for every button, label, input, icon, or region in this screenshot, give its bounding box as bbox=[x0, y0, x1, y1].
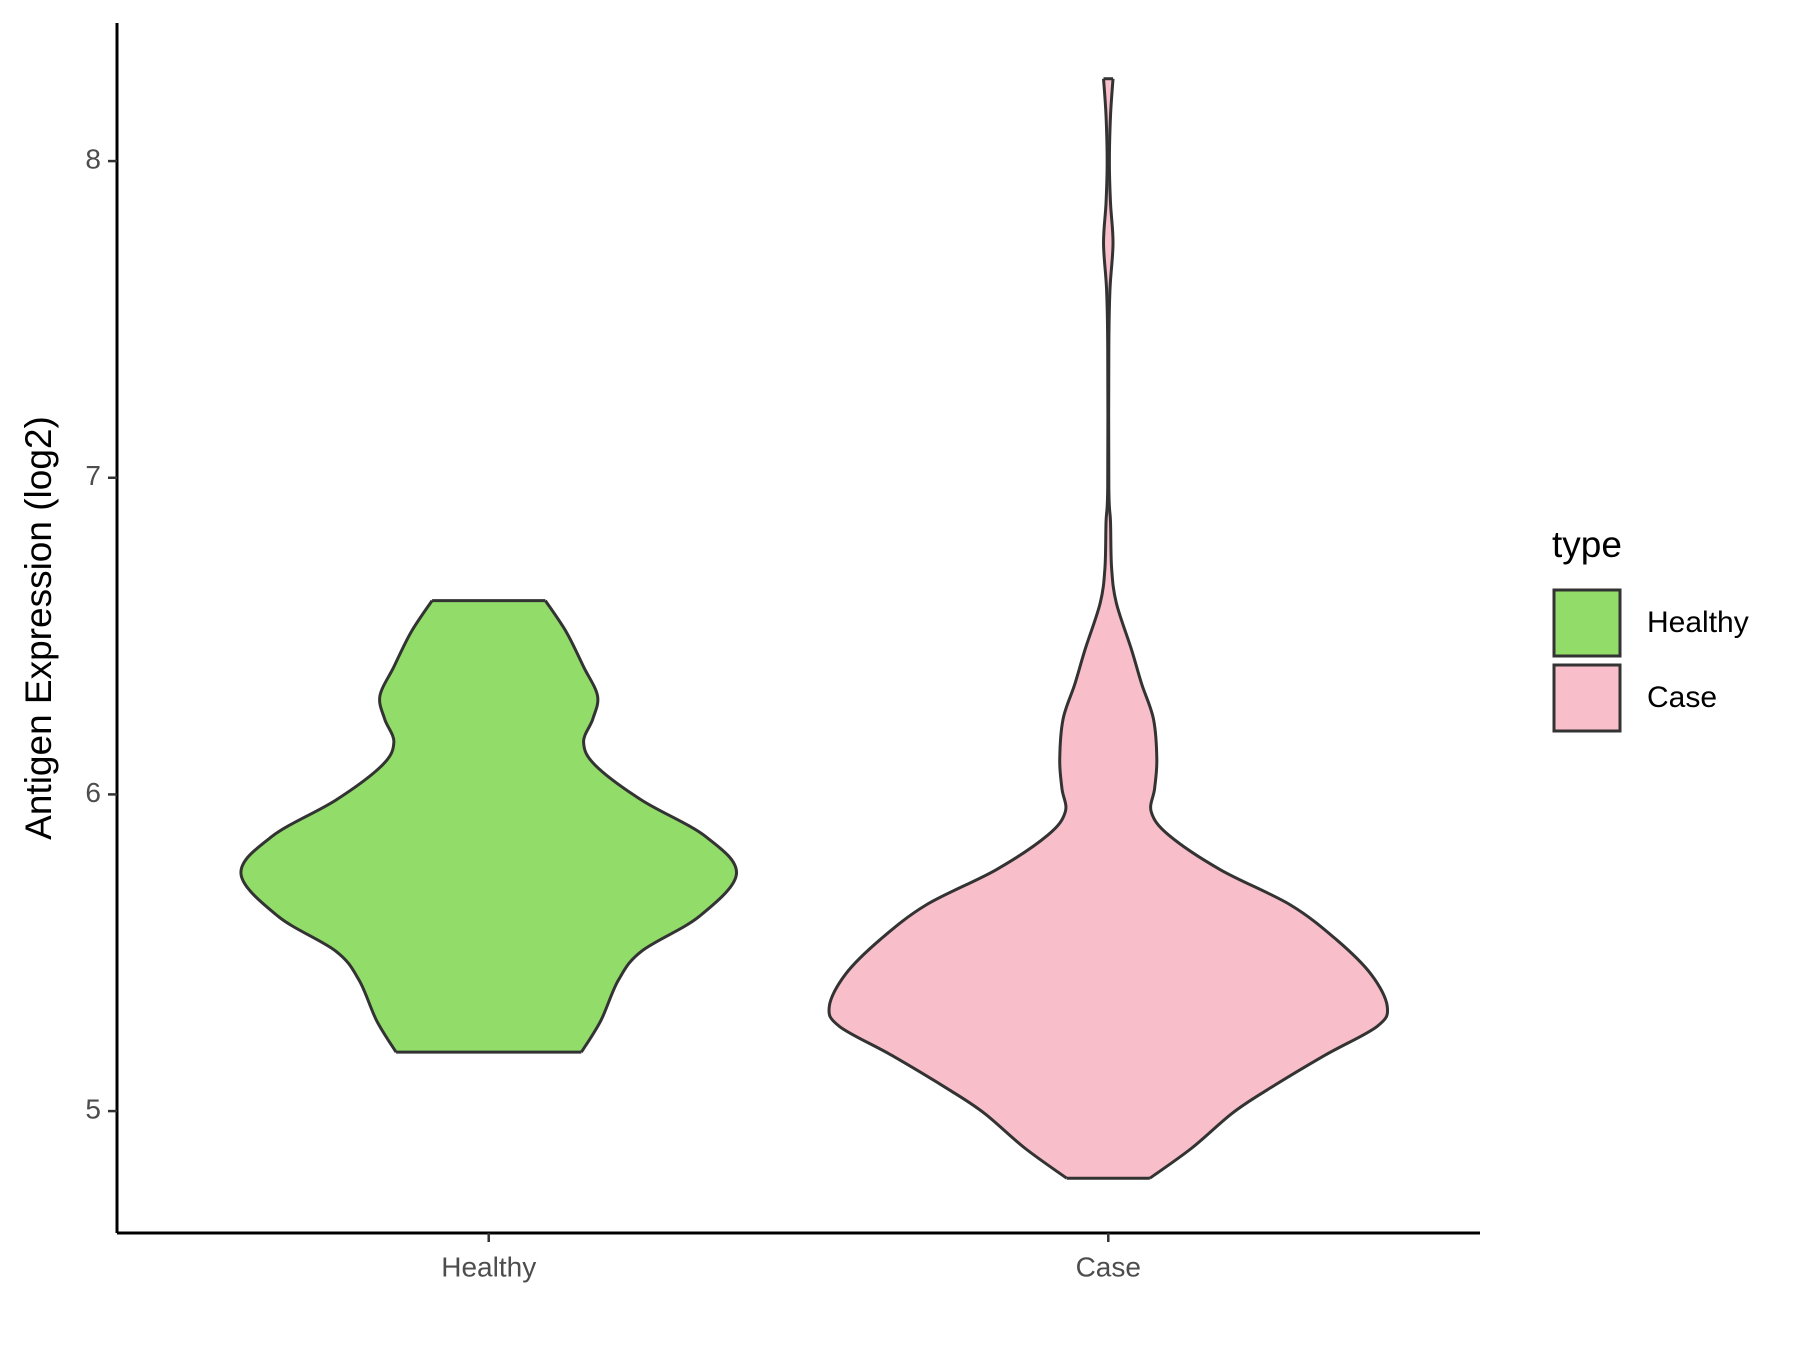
x-tick-label: Case bbox=[1076, 1251, 1141, 1282]
violin-body bbox=[828, 78, 1388, 1179]
violin-body bbox=[240, 600, 737, 1053]
legend-label: Healthy bbox=[1647, 606, 1749, 639]
legend-label: Case bbox=[1647, 681, 1717, 714]
violin-outline-left bbox=[827, 78, 1110, 1180]
y-tick-label: 8 bbox=[85, 143, 101, 174]
legend-title: type bbox=[1552, 524, 1622, 565]
y-tick-label: 5 bbox=[85, 1093, 101, 1124]
violin-outline-right bbox=[1107, 78, 1390, 1180]
violin-outline-right bbox=[544, 599, 738, 1053]
x-tick-label: Healthy bbox=[441, 1251, 536, 1282]
y-tick-label: 6 bbox=[85, 777, 101, 808]
violin-outline-left bbox=[239, 599, 434, 1053]
legend-key bbox=[1552, 588, 1622, 658]
legend-key bbox=[1552, 663, 1622, 733]
y-axis-title: Antigen Expression (log2) bbox=[18, 416, 59, 840]
y-tick-label: 7 bbox=[85, 460, 101, 491]
